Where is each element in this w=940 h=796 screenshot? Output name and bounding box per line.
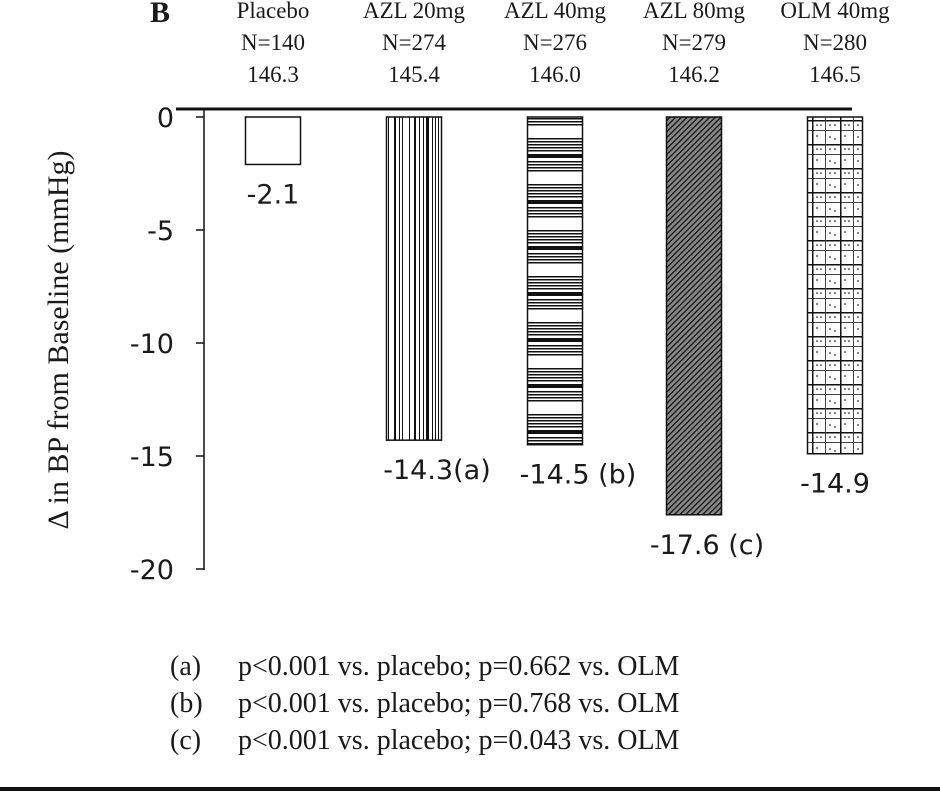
footnote-key: (b) <box>170 688 203 719</box>
y-tick-label: 0 <box>157 103 174 134</box>
n-label: N=280 <box>803 30 867 55</box>
category-label: Placebo <box>237 0 310 23</box>
footnote-text: p<0.001 vs. placebo; p=0.768 vs. OLM <box>238 688 680 719</box>
baseline-label: 146.3 <box>247 62 299 87</box>
value-label: -14.5 (b) <box>520 460 637 491</box>
bar-azl-40mg <box>526 116 584 446</box>
footnote-key: (c) <box>170 725 202 756</box>
value-label: -14.3(a) <box>383 455 490 486</box>
value-label: -2.1 <box>247 179 300 210</box>
footnote-a: (a) p<0.001 vs. placebo; p=0.662 vs. OLM <box>170 648 870 685</box>
column-headers: Placebo N=140 146.3 AZL 20mg N=274 145.4 AZL 4… <box>237 0 891 87</box>
footnote-text: p<0.001 vs. placebo; p=0.662 vs. OLM <box>238 651 680 682</box>
category-label: AZL 20mg <box>363 0 465 23</box>
footnote-text: p<0.001 vs. placebo; p=0.043 vs. OLM <box>238 725 680 756</box>
footnote-c: (c) p<0.001 vs. placebo; p=0.043 vs. OLM <box>170 722 870 759</box>
value-label: -14.9 <box>800 469 870 500</box>
n-label: N=276 <box>523 30 587 55</box>
bar-azl-20mg <box>385 116 443 441</box>
footnote-key: (a) <box>170 651 202 682</box>
bar-olm-40mg <box>806 116 864 455</box>
y-axis-label: Δ in BP from Baseline (mmHg) <box>42 151 75 530</box>
y-tick-label: -20 <box>130 555 174 586</box>
y-tick-label: -10 <box>130 329 174 360</box>
y-tick-label: -15 <box>130 442 174 473</box>
bar-placebo <box>244 116 302 166</box>
bottom-rule <box>0 787 940 791</box>
footnote-b: (b) p<0.001 vs. placebo; p=0.768 vs. OLM <box>170 685 870 722</box>
n-label: N=279 <box>662 30 726 55</box>
baseline-label: 145.4 <box>388 62 440 87</box>
y-tick-label: -5 <box>147 216 174 247</box>
category-label: OLM 40mg <box>780 0 890 23</box>
panel-label: B <box>150 0 170 29</box>
n-label: N=140 <box>241 30 305 55</box>
baseline-label: 146.5 <box>809 62 861 87</box>
value-label: -17.6 (c) <box>650 530 764 561</box>
category-label: AZL 80mg <box>643 0 745 23</box>
baseline-label: 146.0 <box>529 62 581 87</box>
footnotes: (a) p<0.001 vs. placebo; p=0.662 vs. OLM… <box>170 648 870 759</box>
bars <box>244 116 864 516</box>
category-label: AZL 40mg <box>504 0 606 23</box>
n-label: N=274 <box>382 30 447 55</box>
value-labels: -2.1 -14.3(a) -14.5 (b) -17.6 (c) -14.9 <box>247 179 870 560</box>
y-axis-ticks: 0 -5 -10 -15 -20 <box>130 103 204 586</box>
bar-chart: B Placebo N=140 146.3 AZL 20mg N=274 145.4 AZL… <box>42 0 891 586</box>
baseline-label: 146.2 <box>668 62 720 87</box>
bar-azl-80mg <box>665 116 723 516</box>
